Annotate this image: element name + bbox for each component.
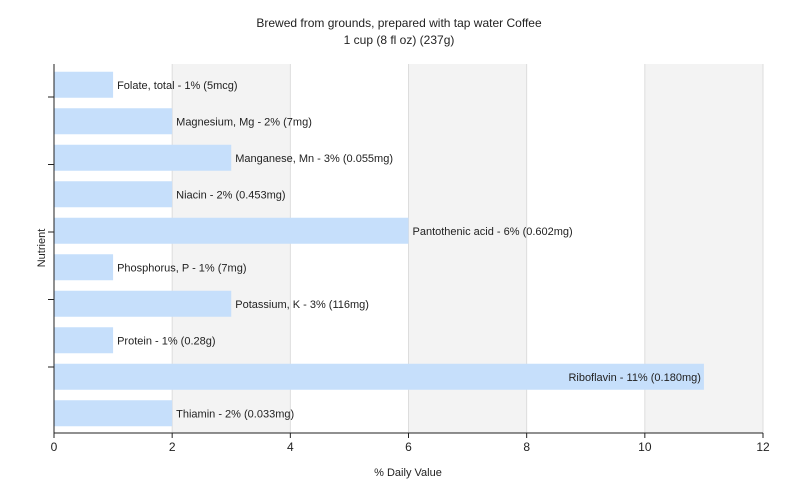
bar-label: Manganese, Mn - 3% (0.055mg) — [235, 153, 393, 165]
x-axis-title: % Daily Value — [374, 467, 442, 479]
bar-label: Pantothenic acid - 6% (0.602mg) — [413, 226, 573, 238]
bar-label: Phosphorus, P - 1% (7mg) — [117, 262, 246, 274]
bar-label: Potassium, K - 3% (116mg) — [235, 299, 369, 311]
bar-label: Protein - 1% (0.28g) — [117, 335, 215, 347]
chart-subtitle: 1 cup (8 fl oz) (237g) — [344, 33, 455, 47]
x-tick-label: 2 — [169, 440, 176, 454]
x-tick-label: 6 — [405, 440, 412, 454]
bar-label: Folate, total - 1% (5mcg) — [117, 80, 237, 92]
bar — [54, 144, 232, 171]
bar — [54, 363, 704, 390]
bar — [54, 400, 173, 427]
x-tick-label: 4 — [287, 440, 294, 454]
x-tick-label: 8 — [523, 440, 530, 454]
axes: 0 2 4 6 8 10 12 — [48, 64, 770, 454]
chart-title: Brewed from grounds, prepared with tap w… — [256, 16, 542, 30]
bar — [54, 290, 232, 317]
bar — [54, 254, 114, 281]
x-tick-label: 0 — [51, 440, 58, 454]
bar — [54, 181, 173, 208]
bars: Folate, total - 1% (5mcg) Magnesium, Mg -… — [54, 71, 704, 427]
bar — [54, 108, 173, 135]
bar-label: Magnesium, Mg - 2% (7mg) — [176, 116, 312, 128]
bar-label: Riboflavin - 11% (0.180mg) — [568, 372, 700, 384]
bar — [54, 71, 114, 98]
y-axis-title: Nutrient — [36, 229, 48, 268]
bar-label: Niacin - 2% (0.453mg) — [176, 189, 285, 201]
bar-label: Thiamin - 2% (0.033mg) — [176, 408, 294, 420]
x-tick-label: 12 — [756, 440, 770, 454]
x-tick-label: 10 — [638, 440, 652, 454]
bar — [54, 217, 409, 244]
bar — [54, 327, 114, 354]
